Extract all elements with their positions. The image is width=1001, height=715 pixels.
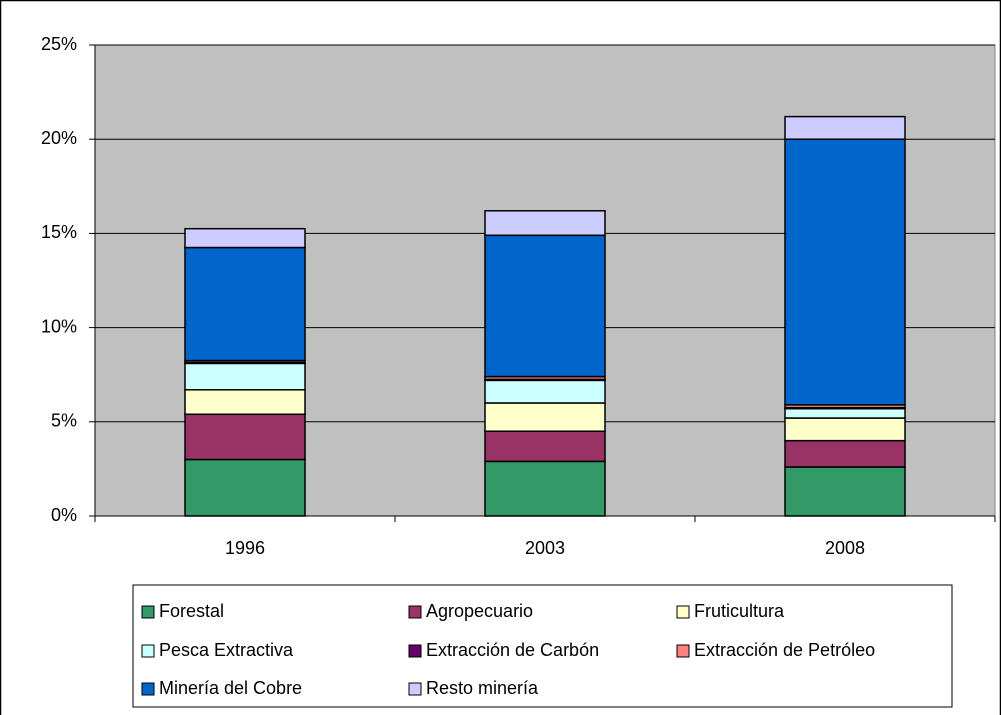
y-tick-label: 5% [51, 411, 77, 431]
legend-label: Pesca Extractiva [159, 640, 294, 660]
x-tick-label: 2008 [825, 538, 865, 558]
x-tick-label: 2003 [525, 538, 565, 558]
bar-segment [784, 439, 906, 468]
legend-swatch [408, 682, 422, 696]
legend-swatch [408, 605, 422, 619]
bar-segment [184, 362, 306, 391]
legend-label: Forestal [159, 601, 224, 621]
bar-segment [784, 138, 906, 406]
bar-segment [484, 379, 606, 404]
legend-label: Extracción de Petróleo [694, 640, 875, 660]
bar-segment [184, 246, 306, 362]
bar-segment [484, 402, 606, 432]
legend-swatch [676, 605, 690, 619]
bar-segment [484, 210, 606, 237]
legend-swatch [141, 605, 155, 619]
bar-segment [784, 466, 906, 517]
y-tick-label: 10% [41, 316, 77, 336]
bar-segment [184, 389, 306, 416]
legend-label: Minería del Cobre [159, 678, 302, 698]
legend-label: Resto minería [426, 678, 539, 698]
y-tick-label: 0% [51, 505, 77, 525]
bar-segment [784, 417, 906, 442]
y-tick-label: 20% [41, 128, 77, 148]
bar-segment [484, 460, 606, 517]
bar-segment [484, 430, 606, 463]
bar-segment [784, 407, 906, 419]
legend-swatch [141, 644, 155, 658]
legend-label: Extracción de Carbón [426, 640, 599, 660]
bar-segment [184, 227, 306, 249]
legend-swatch [676, 644, 690, 658]
legend-box [132, 584, 953, 708]
y-tick-label: 15% [41, 222, 77, 242]
bar-segment [184, 413, 306, 461]
legend-swatch [141, 682, 155, 696]
y-tick-label: 25% [41, 34, 77, 54]
legend-swatch [408, 644, 422, 658]
bar-segment [484, 234, 606, 378]
bar-segment [784, 115, 906, 140]
legend-label: Fruticultura [694, 601, 785, 621]
bar-segment [184, 458, 306, 517]
legend-label: Agropecuario [426, 601, 533, 621]
x-tick-label: 1996 [225, 538, 265, 558]
